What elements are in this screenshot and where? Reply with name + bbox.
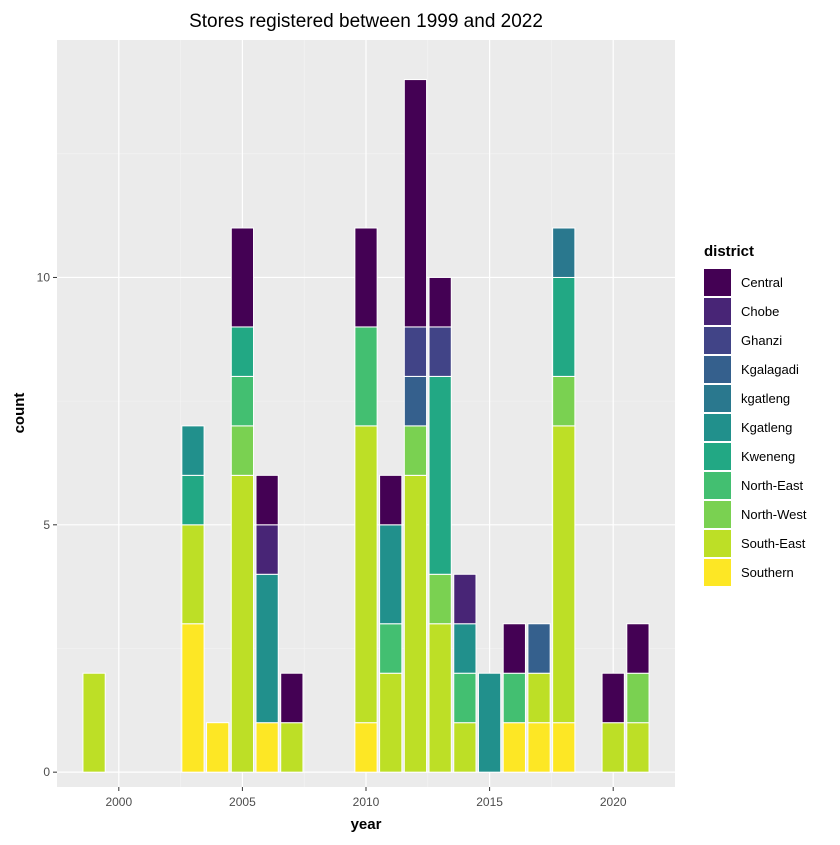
- legend-label: Central: [741, 275, 783, 290]
- legend-key-kgatleng: [704, 414, 731, 441]
- y-tick-label: 5: [43, 518, 50, 532]
- legend-key-south-east: [704, 530, 731, 557]
- legend-label: Kgalagadi: [741, 362, 799, 377]
- bar-segment-2013-central: [428, 276, 452, 328]
- bar-segment-2016-southern: [502, 722, 526, 773]
- legend-key-north-east: [704, 472, 731, 499]
- legend-key-chobe: [704, 298, 731, 325]
- bar-segment-2018-south-east: [552, 425, 576, 724]
- x-axis: 2000 2005 2010 2015 2020: [105, 787, 627, 809]
- bar-segment-2004-southern: [206, 722, 230, 773]
- bar-segment-2010-southern: [354, 722, 378, 773]
- legend-label: North-East: [741, 478, 804, 493]
- bar-segment-2018-southern: [552, 722, 576, 773]
- legend-label: Southern: [741, 565, 794, 580]
- bar-segment-2005-central: [230, 227, 255, 328]
- y-axis: 0 5 10: [37, 270, 57, 779]
- legend-label: Kweneng: [741, 449, 795, 464]
- bar-segment-2012-south-east: [403, 474, 428, 773]
- bar-segment-2020-central: [601, 672, 625, 724]
- bar-segment-2017-southern: [527, 722, 551, 773]
- bar-segment-2018-kweneng: [552, 276, 576, 377]
- legend-key-central: [704, 269, 731, 296]
- bar-segment-2007-central: [280, 672, 304, 724]
- bar-segment-2010-north-east: [354, 326, 378, 427]
- bar-segment-2016-central: [502, 623, 526, 674]
- bar-segment-2014-kgatleng: [453, 623, 477, 674]
- legend-key-kgalagadi: [704, 356, 731, 383]
- bar-segment-2012-ghanzi: [403, 326, 428, 377]
- bar-segment-2003-south-east: [181, 524, 205, 625]
- bar-segment-2012-central: [403, 79, 428, 328]
- legend-key-ghanzi: [704, 327, 731, 354]
- bar-segment-2003-kweneng: [181, 474, 205, 526]
- legend: district Central Chobe Ghanzi Kgalagadi kgat…: [704, 243, 807, 586]
- bar-segment-2003-southern: [181, 623, 205, 773]
- legend-key-north-west: [704, 501, 731, 528]
- bar-segment-2017-kgalagadi: [527, 623, 551, 674]
- bar-segment-2012-kgalagadi: [403, 375, 428, 427]
- bar-segment-2011-central: [379, 474, 403, 526]
- bar-segment-2015-kgatleng: [477, 672, 502, 773]
- x-axis-title: year: [351, 816, 382, 833]
- bar-segment-2011-north-east: [379, 623, 403, 674]
- x-tick-label: 2000: [105, 795, 132, 809]
- bar-segment-2013-south-east: [428, 623, 452, 773]
- bars-group: [82, 79, 650, 773]
- legend-label: South-East: [741, 536, 806, 551]
- bar-segment-2012-north-west: [403, 425, 428, 476]
- legend-label: Chobe: [741, 304, 779, 319]
- bar-segment-2020-south-east: [601, 722, 625, 773]
- legend-label: Ghanzi: [741, 333, 782, 348]
- bar-segment-2018-kgatleng: [552, 227, 576, 278]
- bar-segment-2010-central: [354, 227, 378, 328]
- x-tick-label: 2005: [229, 795, 256, 809]
- y-tick-label: 0: [43, 765, 50, 779]
- bar-segment-2014-north-east: [453, 672, 477, 724]
- bar-segment-2018-north-west: [552, 375, 576, 427]
- bar-segment-2013-north-west: [428, 573, 452, 625]
- bar-segment-2016-north-east: [502, 672, 526, 724]
- bar-segment-2005-south-east: [230, 474, 255, 773]
- legend-label: kgatleng: [741, 391, 790, 406]
- bar-segment-2006-central: [255, 474, 279, 526]
- bar-segment-2005-north-east: [230, 375, 255, 427]
- legend-key-southern: [704, 559, 731, 586]
- x-tick-label: 2020: [600, 795, 627, 809]
- bar-segment-2005-north-west: [230, 425, 255, 476]
- chart-title: Stores registered between 1999 and 2022: [189, 11, 543, 32]
- bar-segment-2006-kgatleng: [255, 573, 279, 724]
- bar-segment-2013-kweneng: [428, 375, 452, 575]
- legend-label: North-West: [741, 507, 807, 522]
- bar-segment-2006-chobe: [255, 524, 279, 575]
- bar-segment-2021-north-west: [626, 672, 650, 724]
- bar-segment-2013-ghanzi: [428, 326, 452, 377]
- legend-title: district: [704, 243, 754, 260]
- bar-segment-2014-chobe: [453, 573, 477, 625]
- legend-key-kweneng: [704, 443, 731, 470]
- bar-segment-2011-kgatleng: [379, 524, 403, 625]
- bar-segment-2003-kgatleng: [181, 425, 205, 476]
- bar-segment-2006-southern: [255, 722, 279, 773]
- legend-label: Kgatleng: [741, 420, 792, 435]
- bar-segment-2021-central: [626, 623, 650, 674]
- y-axis-title: count: [11, 393, 28, 434]
- x-tick-label: 2015: [476, 795, 503, 809]
- bar-segment-2010-south-east: [354, 425, 378, 724]
- legend-key-kgatleng: [704, 385, 731, 412]
- bar-segment-2007-south-east: [280, 722, 304, 773]
- bar-segment-2011-south-east: [379, 672, 403, 773]
- y-tick-label: 10: [37, 270, 51, 284]
- bar-segment-2005-kweneng: [230, 326, 255, 377]
- bar-segment-1999-south-east: [82, 672, 106, 773]
- bar-segment-2014-south-east: [453, 722, 477, 773]
- bar-segment-2017-south-east: [527, 672, 551, 724]
- x-tick-label: 2010: [353, 795, 380, 809]
- bar-segment-2021-south-east: [626, 722, 650, 773]
